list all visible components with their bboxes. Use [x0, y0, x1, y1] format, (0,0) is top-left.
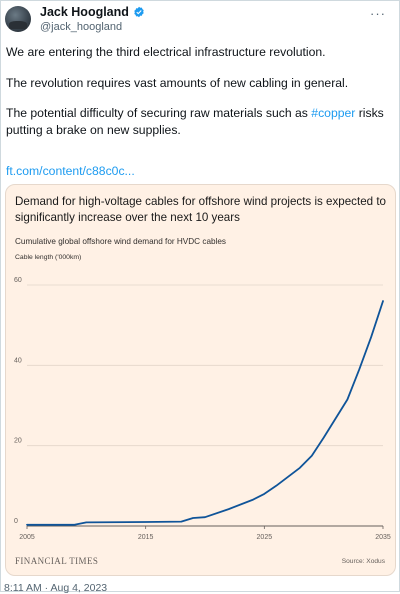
more-options-icon[interactable]: ···: [370, 6, 386, 21]
financial-times-logo: FINANCIAL TIMES: [15, 556, 99, 566]
tweet-paragraph-1: We are entering the third electrical inf…: [6, 45, 326, 59]
tweet-text: We are entering the third electrical inf…: [6, 44, 394, 152]
x-tick-label-2035: 2035: [375, 534, 391, 541]
avatar[interactable]: [5, 6, 31, 32]
tweet-text-before-hashtag: The potential difficulty of securing raw…: [6, 106, 312, 120]
x-tick-label-2005: 2005: [19, 534, 35, 541]
chart-source: Source: Xodus: [341, 558, 385, 565]
y-tick-label-0: 0: [14, 518, 18, 525]
tweet-paragraph-2: The revolution requires vast amounts of …: [6, 75, 349, 90]
hashtag-link[interactable]: #copper: [311, 106, 356, 120]
verified-badge-icon: [134, 6, 144, 18]
tweet-text-after-hashtag: risks putting a brake on new supplies.: [6, 106, 384, 137]
line-chart: 0 20 40 60 2005 2015 2025 2035: [14, 277, 391, 541]
chart-card[interactable]: Demand for high-voltage cables for offsh…: [5, 184, 396, 576]
author-name[interactable]: Jack Hoogland: [40, 5, 129, 19]
series-line-0: [26, 300, 384, 526]
y-tick-label-20: 20: [14, 438, 22, 445]
article-link[interactable]: ft.com/content/c88c0c...: [6, 164, 135, 178]
author-row: Jack Hoogland: [40, 5, 145, 19]
chart-subtitle: Cumulative global offshore wind demand f…: [15, 237, 227, 246]
tweet-paragraph-3: The potential difficulty of securing raw…: [6, 105, 394, 138]
author-handle[interactable]: @jack_hoogland: [40, 21, 123, 33]
y-tick-label-60: 60: [14, 277, 22, 284]
x-tick-label-2015: 2015: [138, 534, 154, 541]
y-axis-unit-label: Cable length ('000km): [15, 254, 82, 261]
tweet-timestamp[interactable]: 8:11 AM · Aug 4, 2023: [4, 582, 108, 594]
x-tick-label-2025: 2025: [257, 534, 273, 541]
y-tick-label-40: 40: [14, 357, 22, 364]
chart-title: Demand for high-voltage cables for offsh…: [15, 195, 386, 224]
